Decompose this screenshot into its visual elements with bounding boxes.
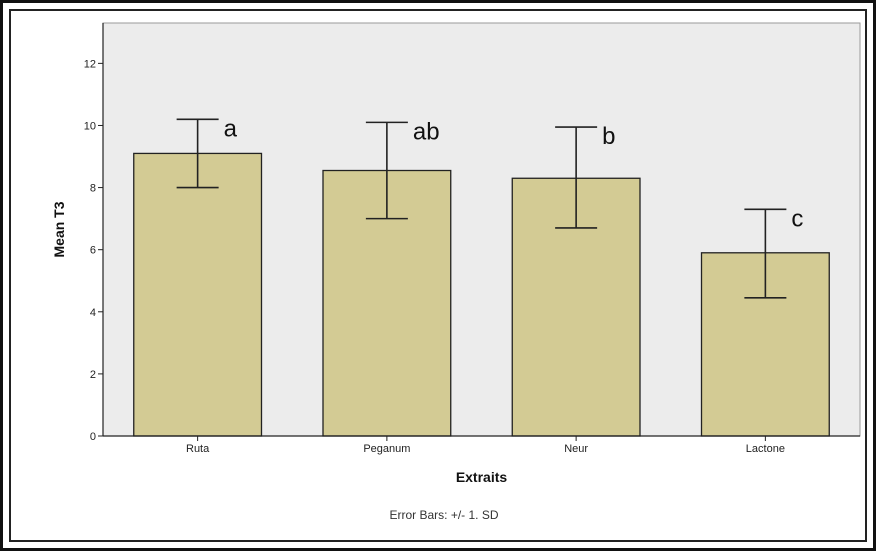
x-tick-label: Neur (564, 443, 588, 455)
y-tick-label: 6 (90, 245, 96, 257)
y-tick-label: 2 (90, 369, 96, 381)
x-axis: Ruta Peganum Neur Lactone (103, 435, 860, 455)
x-tick-label: Ruta (186, 443, 210, 455)
x-axis-title: Extraits (456, 469, 508, 485)
x-tick-label: Lactone (746, 443, 785, 455)
y-axis-title: Mean T3 (51, 201, 67, 257)
y-tick-label: 12 (84, 58, 96, 70)
y-tick-label: 10 (84, 120, 96, 132)
y-tick-label: 8 (90, 183, 96, 195)
significance-letter: a (224, 115, 238, 142)
significance-letter: b (602, 123, 615, 150)
error-bar-footnote: Error Bars: +/- 1. SD (389, 508, 498, 522)
bars-layer: a ab b c (133, 115, 830, 437)
y-tick-label: 4 (90, 307, 96, 319)
significance-letter: ab (413, 118, 440, 145)
significance-letter: c (791, 205, 803, 232)
bar-ruta (133, 152, 263, 437)
y-tick-label: 0 (90, 431, 96, 443)
x-tick-label: Peganum (363, 443, 410, 455)
y-axis: 0 2 4 6 8 10 12 (84, 23, 104, 443)
